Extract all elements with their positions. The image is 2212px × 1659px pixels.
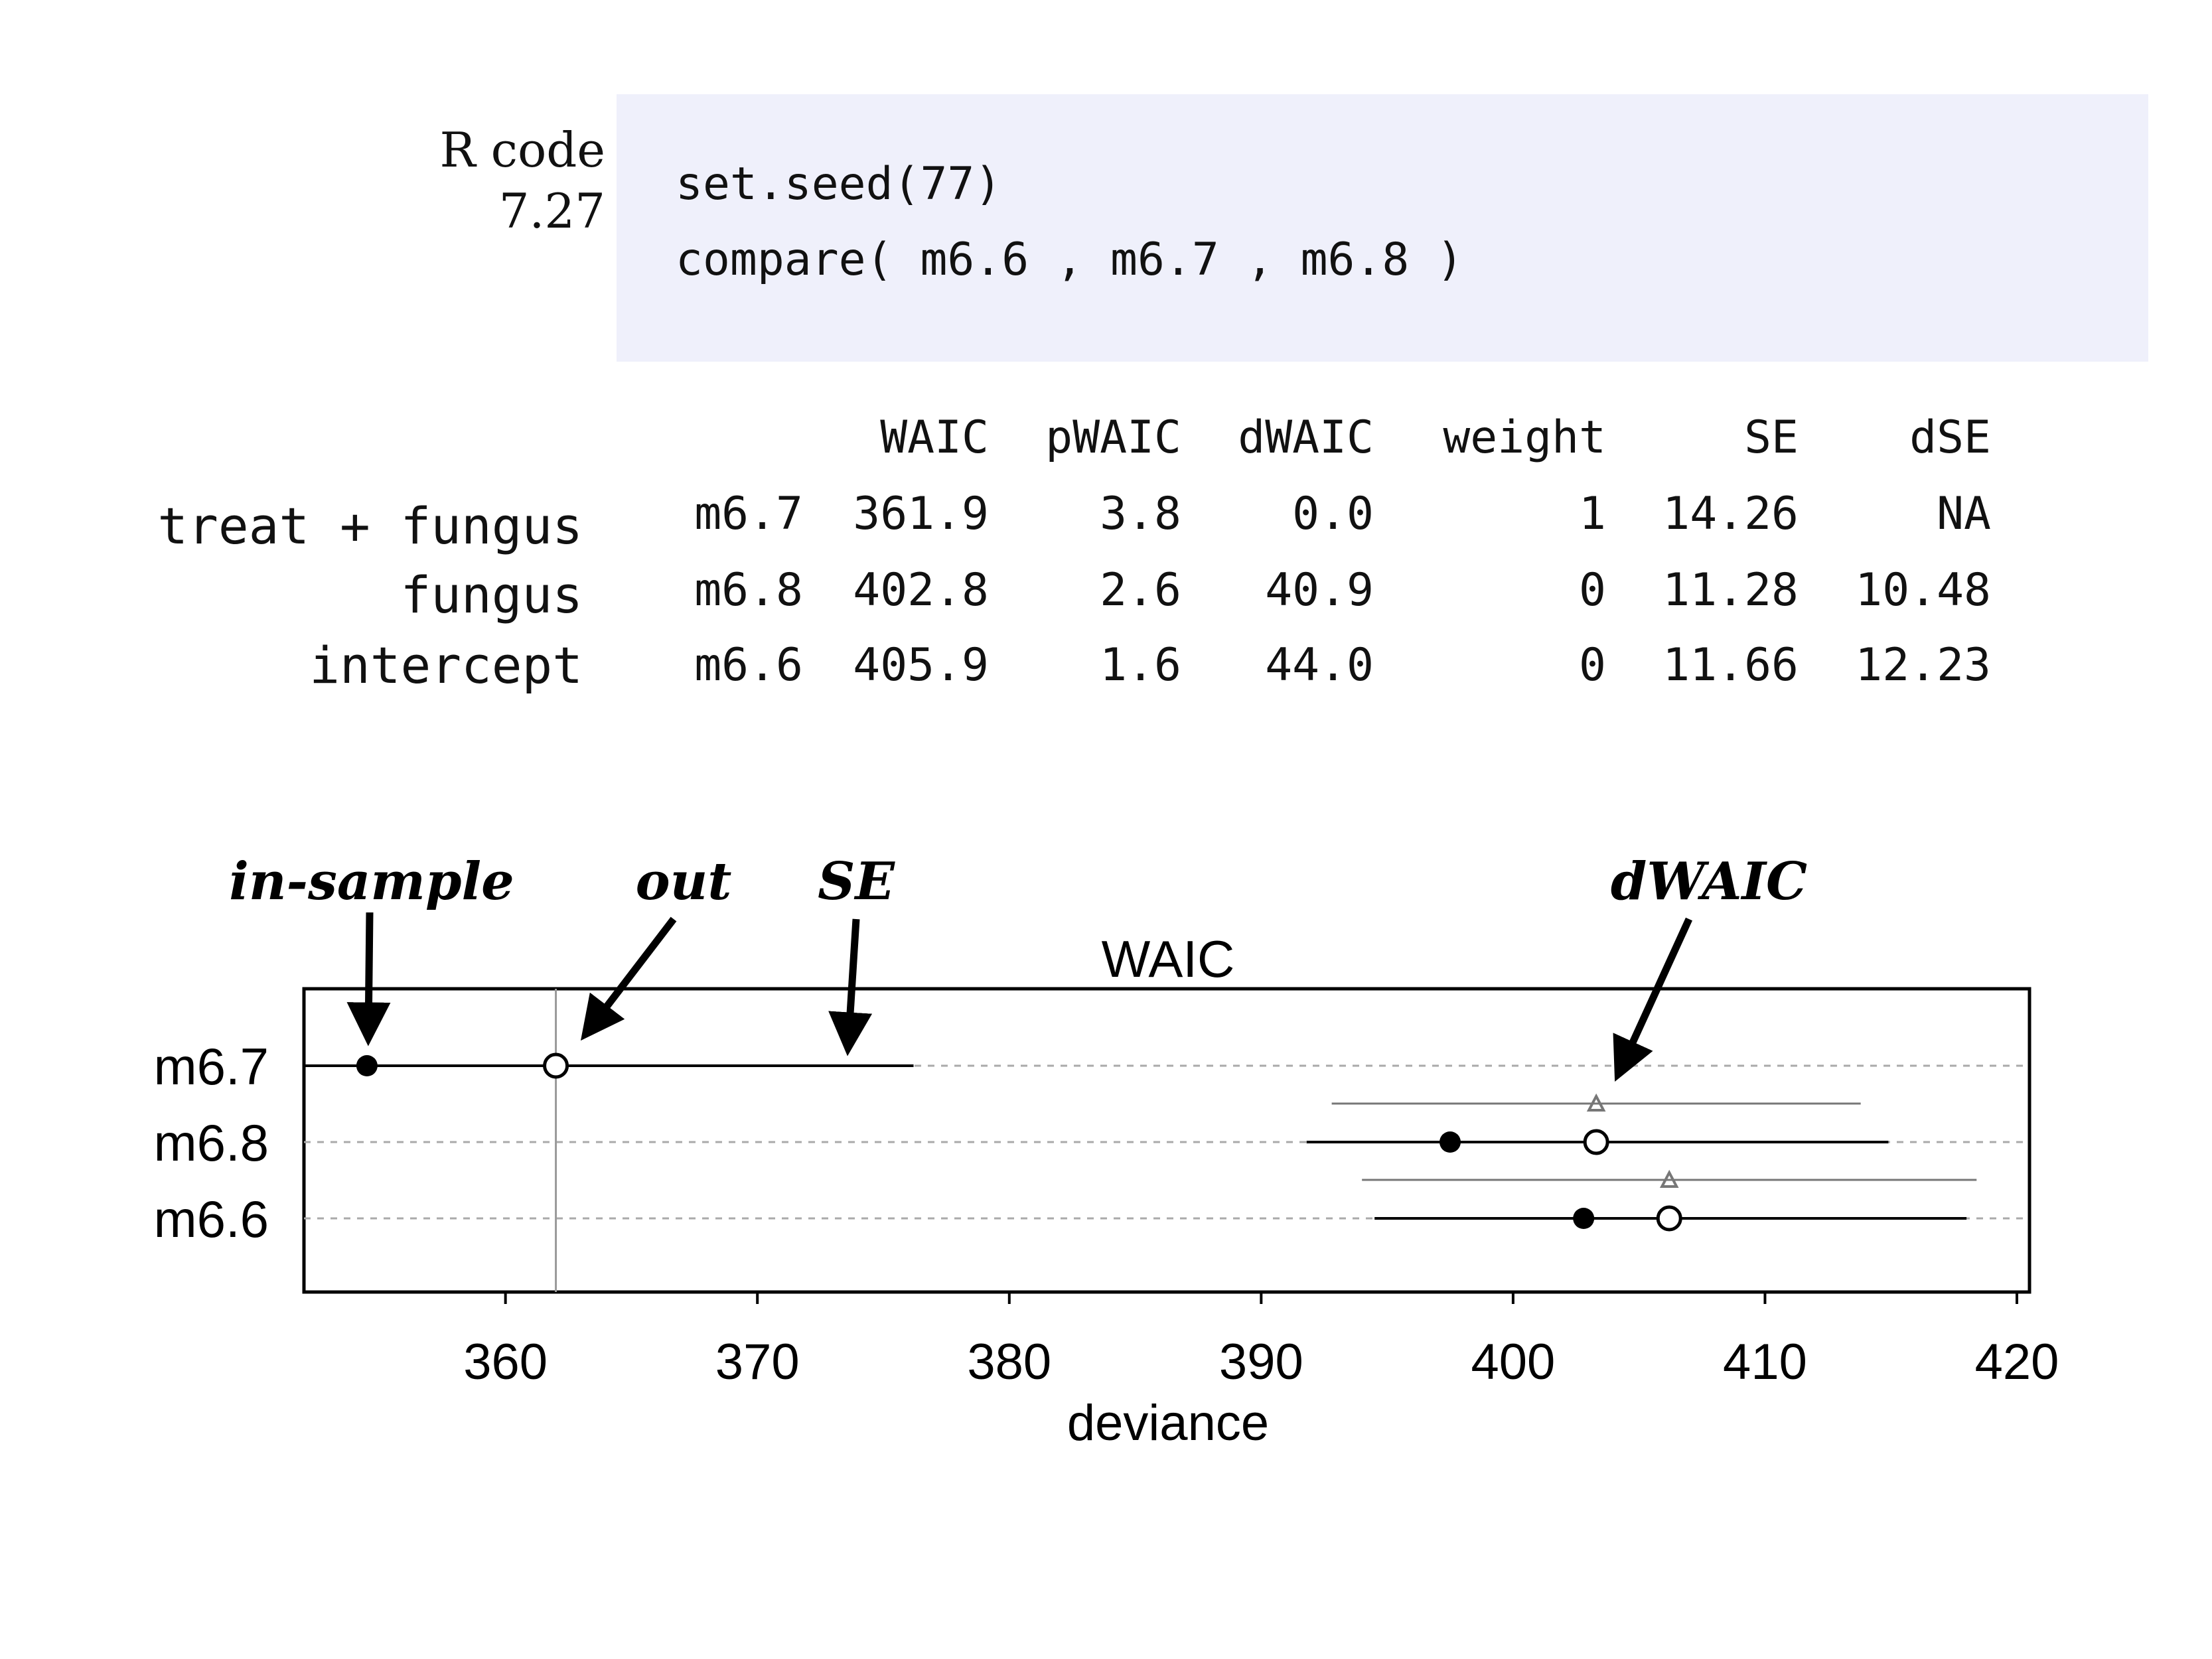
x-tick-label: 360 (463, 1334, 548, 1390)
annotation-in-sample: in-sample (229, 851, 514, 912)
table-cell-dse: NA (1937, 488, 1991, 540)
x-tick-label: 370 (715, 1334, 800, 1390)
annotation-out: out (636, 851, 732, 912)
annotation-dwaic: dWAIC (1611, 851, 1807, 912)
x-tick-label: 390 (1219, 1334, 1303, 1390)
table-cell-weight: 1 (1579, 488, 1606, 540)
table-header-pwaic: pWAIC (1045, 411, 1181, 464)
table-cell-weight: 0 (1579, 564, 1606, 616)
code-line-1: set.seed(77) (676, 158, 1002, 210)
table-cell-dwaic: 44.0 (1265, 639, 1374, 691)
table-cell-weight: 0 (1579, 639, 1606, 691)
table-row-label: treat + fungus (157, 496, 583, 555)
waic-point (1583, 1129, 1609, 1155)
arrow-in-sample (346, 912, 391, 1046)
table-cell-se: 11.28 (1662, 564, 1799, 616)
in-sample-point (356, 1055, 378, 1076)
in-sample-point (1573, 1208, 1595, 1229)
table-header-weight: weight (1443, 411, 1606, 464)
table-cell-se: 11.66 (1662, 639, 1799, 691)
waic-point (543, 1052, 569, 1079)
in-sample-point (1439, 1131, 1461, 1153)
plot-title: WAIC (1102, 930, 1235, 988)
table-header-dwaic: dWAIC (1238, 411, 1374, 464)
table-cell-model: m6.8 (694, 564, 803, 616)
dwaic-marker (1586, 1093, 1606, 1112)
model-label: m6.6 (154, 1190, 269, 1248)
table-cell-waic: 361.9 (853, 488, 989, 540)
code-block (617, 94, 2148, 362)
code-line-2: compare( m6.6 , m6.7 , m6.8 ) (676, 234, 1464, 286)
x-tick-label: 400 (1471, 1334, 1555, 1390)
table-cell-dwaic: 40.9 (1265, 564, 1374, 616)
code-label: R code 7.27 (372, 119, 605, 242)
table-cell-dse: 10.48 (1855, 564, 1991, 616)
table-cell-waic: 405.9 (853, 639, 989, 691)
table-row-label: fungus (400, 565, 583, 624)
arrow-dwaic (1613, 917, 1693, 1082)
table-cell-waic: 402.8 (853, 564, 989, 616)
table-cell-dwaic: 0.0 (1292, 488, 1374, 540)
x-tick-label: 380 (967, 1334, 1051, 1390)
table-cell-pwaic: 2.6 (1100, 564, 1181, 616)
code-label-title: R code (439, 122, 605, 178)
table-cell-se: 14.26 (1662, 488, 1799, 540)
table-row-label: intercept (309, 636, 583, 695)
model-label: m6.8 (154, 1114, 269, 1172)
table-cell-pwaic: 3.8 (1100, 488, 1181, 540)
dwaic-marker (1659, 1169, 1679, 1188)
x-tick-label: 410 (1723, 1334, 1807, 1390)
annotation-se: SE (818, 851, 895, 912)
model-label: m6.7 (154, 1037, 269, 1096)
waic-point (1656, 1205, 1682, 1232)
arrow-out (580, 916, 677, 1041)
table-cell-pwaic: 1.6 (1100, 639, 1181, 691)
plot-frame (302, 987, 2031, 1294)
table-cell-dse: 12.23 (1855, 639, 1991, 691)
table-header-waic: WAIC (880, 411, 989, 464)
x-tick-label: 420 (1975, 1334, 2059, 1390)
arrow-se (828, 918, 873, 1056)
table-cell-model: m6.7 (694, 488, 803, 540)
table-cell-model: m6.6 (694, 639, 803, 691)
table-header-dse: dSE (1909, 411, 1991, 464)
x-axis-label: deviance (1067, 1395, 1269, 1451)
table-header-se: SE (1744, 411, 1799, 464)
code-label-number: 7.27 (498, 183, 605, 239)
